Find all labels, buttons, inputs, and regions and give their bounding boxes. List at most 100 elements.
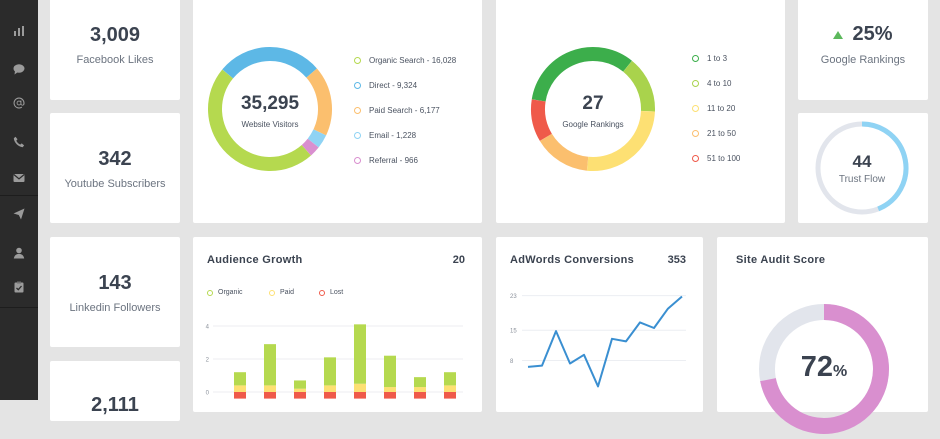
legend-swatch xyxy=(354,107,361,114)
partial-stat-value: 2,111 xyxy=(91,394,139,416)
site-audit-card: Site Audit Score 72% xyxy=(717,237,928,434)
legend-item: Organic Search - 16,028 xyxy=(354,56,456,65)
audience-growth-chart: 0 2 4 xyxy=(206,324,463,399)
sidebar-item-phone[interactable] xyxy=(0,127,38,157)
website-visitors-donut xyxy=(208,47,332,171)
google-rankings-donut-card: 27 Google Rankings 1 to 3 4 to 10 11 to 20… xyxy=(496,0,785,223)
legend-label: Paid Search - 6,177 xyxy=(369,106,440,115)
website-visitors-card: 35,295 Website Visitors Organic Search -… xyxy=(193,0,482,223)
donut-slice-4-to-10 xyxy=(622,60,655,112)
y-tick-label: 23 xyxy=(510,294,517,300)
y-tick-label: 8 xyxy=(510,359,514,365)
paper-plane-icon xyxy=(13,208,25,220)
legend-swatch xyxy=(692,80,699,87)
rank-change-label: Google Rankings xyxy=(820,54,906,66)
legend-item: Paid Search - 6,177 xyxy=(354,106,440,115)
sidebar-item-mentions[interactable] xyxy=(0,88,38,118)
legend-item: Email - 1,228 xyxy=(354,131,416,140)
bar-organic xyxy=(384,355,396,388)
website-visitors-label: Website Visitors xyxy=(241,120,299,129)
linkedin-followers-label: Linkedin Followers xyxy=(69,302,161,314)
youtube-subscribers-value: 342 xyxy=(98,148,132,170)
bar-lost xyxy=(294,392,306,399)
bar-paid xyxy=(324,385,336,392)
sidebar-item-mail[interactable] xyxy=(0,163,38,193)
conversions-line xyxy=(527,295,683,388)
google-rankings-donut xyxy=(531,47,655,171)
legend-swatch xyxy=(354,132,361,139)
trust-flow-card: 44 Trust Flow xyxy=(798,113,928,223)
site-audit-value: 72 xyxy=(800,351,834,383)
legend-label: 4 to 10 xyxy=(707,79,732,88)
google-rankings-total: 27 xyxy=(582,93,604,114)
donut-slice-referral xyxy=(301,138,319,156)
bar-organic xyxy=(444,372,456,386)
sidebar-item-profile[interactable] xyxy=(0,238,38,268)
donut-slice-email xyxy=(307,129,327,148)
bar-lost xyxy=(444,392,456,399)
sidebar xyxy=(0,0,38,400)
website-visitors-total: 35,295 xyxy=(240,93,300,114)
legend-swatch xyxy=(207,289,213,296)
bar-lost xyxy=(414,392,426,399)
phone-icon xyxy=(13,136,25,148)
sidebar-item-chat[interactable] xyxy=(0,54,38,84)
facebook-likes-value: 3,009 xyxy=(89,24,141,46)
legend-item: 51 to 100 xyxy=(692,154,740,163)
donut-slice-51-to-100 xyxy=(531,99,553,141)
bar-lost xyxy=(264,392,276,399)
audience-growth-title: Audience Growth xyxy=(207,254,303,266)
bar-lost xyxy=(384,392,396,399)
facebook-likes-label: Facebook Likes xyxy=(76,54,154,66)
legend-swatch xyxy=(692,105,699,112)
bar-organic xyxy=(294,380,306,389)
site-audit-title: Site Audit Score xyxy=(736,254,826,266)
legend-swatch xyxy=(319,289,325,296)
bar-organic xyxy=(234,372,246,386)
legend-label: Lost xyxy=(330,289,344,296)
donut-slice-direct xyxy=(222,47,317,79)
donut-slice-11-to-20 xyxy=(586,110,655,171)
sidebar-item-tasks[interactable] xyxy=(0,272,38,302)
rank-change-value: 25% xyxy=(852,23,893,45)
partial-stat-card: 2,111 xyxy=(50,361,180,421)
legend-label: Referral - 966 xyxy=(369,156,418,165)
legend-item: Referral - 966 xyxy=(354,156,418,165)
bar-organic xyxy=(354,324,366,384)
google-rankings-change-card: 25% Google Rankings xyxy=(798,0,928,100)
legend-label: Organic Search - 16,028 xyxy=(369,56,457,65)
trust-flow-label: Trust Flow xyxy=(838,174,886,185)
adwords-conversions-title: AdWords Conversions xyxy=(510,254,635,266)
bar-paid xyxy=(234,385,246,392)
linkedin-followers-value: 143 xyxy=(98,272,132,294)
y-tick-label: 2 xyxy=(206,358,210,364)
y-tick-label: 0 xyxy=(206,391,210,397)
legend-swatch xyxy=(354,57,361,64)
sidebar-item-send[interactable] xyxy=(0,199,38,229)
donut-slice-21-to-50 xyxy=(539,133,589,171)
legend-label: 51 to 100 xyxy=(707,154,741,163)
donut-slice-paid-search xyxy=(306,68,332,136)
donut-slice-1-to-3 xyxy=(531,47,632,102)
legend-label: 11 to 20 xyxy=(707,104,736,113)
legend-item: Direct - 9,324 xyxy=(354,81,417,90)
bar-organic xyxy=(324,357,336,386)
legend-item: 4 to 10 xyxy=(692,79,731,88)
legend-label: Organic xyxy=(218,289,243,296)
google-rankings-label: Google Rankings xyxy=(562,120,624,129)
legend-swatch xyxy=(269,289,275,296)
bar-paid xyxy=(294,388,306,392)
clipboard-icon xyxy=(14,281,24,293)
sidebar-item-analytics[interactable] xyxy=(0,16,38,46)
bar-chart-icon xyxy=(14,26,24,36)
bar-paid xyxy=(264,385,276,392)
bar-paid xyxy=(384,387,396,392)
legend-item: 1 to 3 xyxy=(692,54,727,63)
bar-organic xyxy=(264,344,276,386)
youtube-subscribers-label: Youtube Subscribers xyxy=(64,178,166,190)
sidebar-divider xyxy=(0,195,38,196)
adwords-conversions-card: AdWords Conversions 353 8 15 23 xyxy=(496,237,703,412)
trust-flow-ring xyxy=(815,121,909,215)
bar-organic xyxy=(414,377,426,388)
at-sign-icon xyxy=(13,97,25,109)
